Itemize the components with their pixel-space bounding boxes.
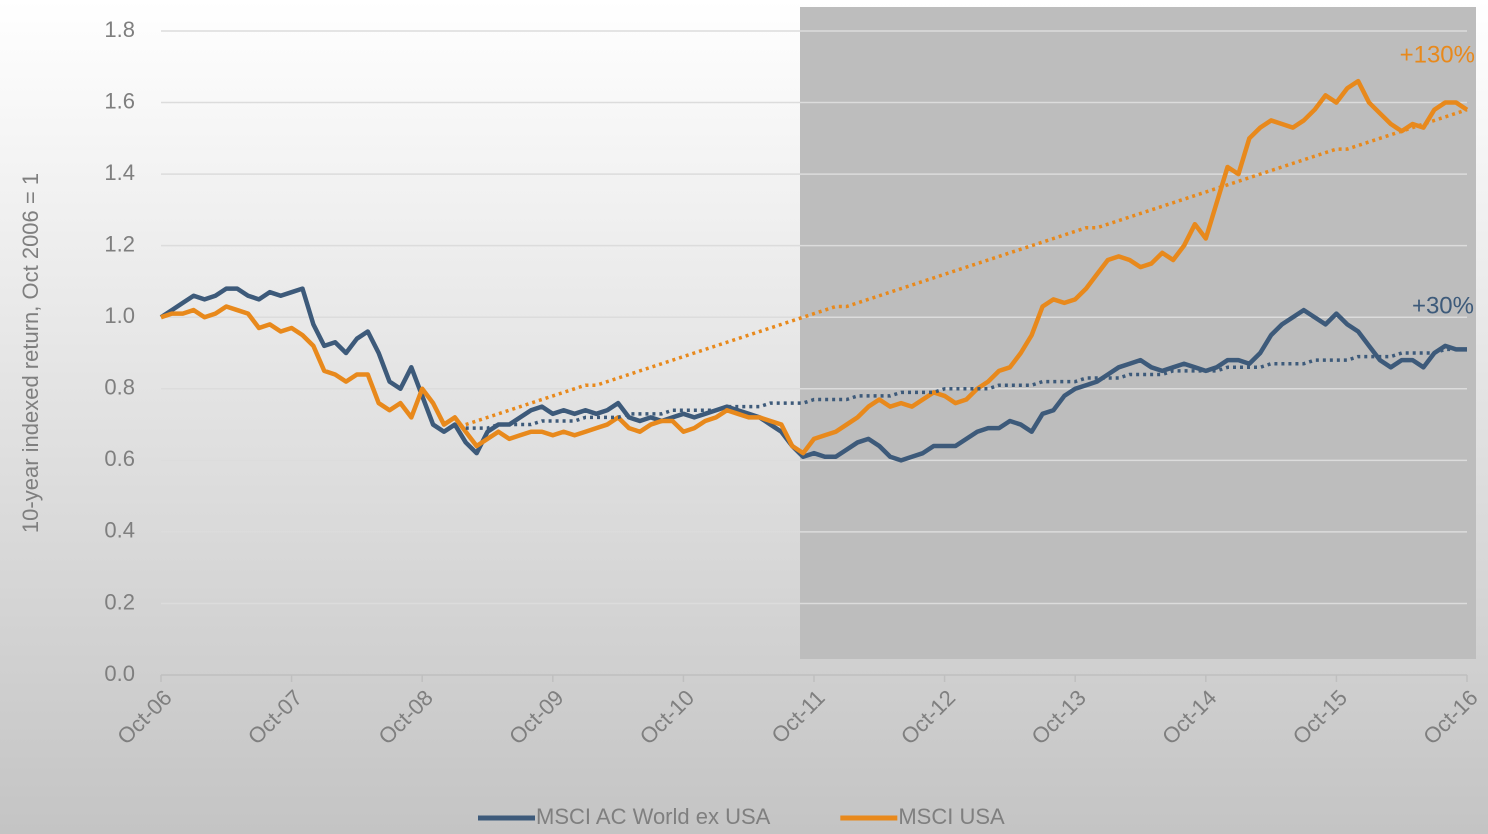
annotation: +30% bbox=[1412, 292, 1474, 319]
legend-label: MSCI AC World ex USA bbox=[536, 804, 771, 829]
annotation: +130% bbox=[1400, 41, 1475, 68]
highlight-region bbox=[800, 7, 1476, 659]
y-tick-label: 0.8 bbox=[104, 375, 135, 400]
legend-label: MSCI USA bbox=[898, 804, 1005, 829]
trend-line bbox=[465, 108, 1468, 427]
y-tick-label: 0.6 bbox=[104, 446, 135, 471]
y-tick-label: 0.0 bbox=[104, 661, 135, 686]
y-tick-label: 0.4 bbox=[104, 518, 135, 543]
y-tick-label: 1.2 bbox=[104, 231, 135, 256]
trend-line bbox=[465, 347, 1467, 430]
y-tick-label: 1.6 bbox=[104, 88, 135, 113]
y-tick-label: 1.8 bbox=[104, 17, 135, 42]
series-line bbox=[160, 78, 1469, 456]
y-tick-label: 1.4 bbox=[104, 160, 135, 185]
y-axis-title: 10-year indexed return, Oct 2006 = 1 bbox=[18, 173, 43, 533]
y-tick-label: 0.2 bbox=[104, 589, 135, 614]
series-line bbox=[159, 286, 1467, 463]
y-tick-label: 1.0 bbox=[104, 303, 135, 328]
